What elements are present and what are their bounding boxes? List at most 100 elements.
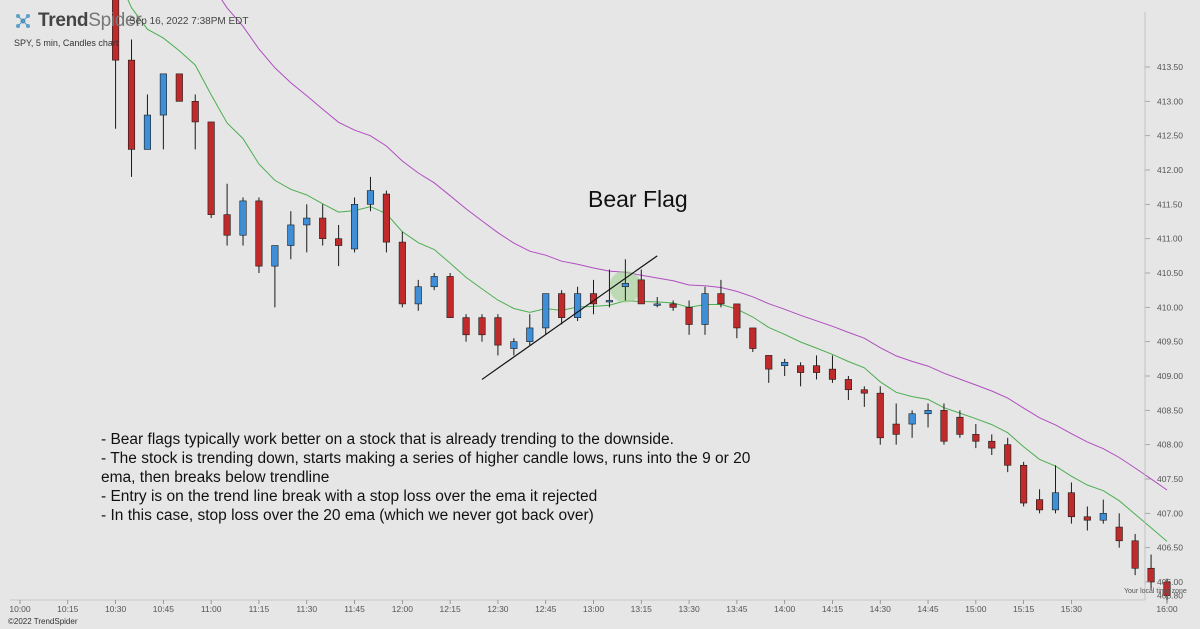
x-tick-label: 13:15 (631, 604, 653, 614)
candle (510, 338, 518, 356)
brand-light: Spider (88, 10, 142, 31)
annotation-line: - Entry is on the trend line break with … (101, 488, 598, 505)
candle-body (781, 361, 789, 366)
annotation-line: - The stock is trending down, starts mak… (101, 450, 751, 486)
candle (1036, 489, 1044, 514)
candle-body (860, 389, 868, 394)
candle-body (621, 282, 629, 288)
y-tick-label: 411.00 (1157, 234, 1183, 244)
candle-body (414, 286, 422, 305)
candle-body (701, 293, 709, 325)
candle-body (1163, 581, 1171, 597)
x-tick-label: 12:00 (392, 604, 414, 614)
chart-subtitle: SPY, 5 min, Candles chart (14, 38, 119, 48)
y-tick-label: 406.00 (1157, 577, 1183, 587)
candle-body (653, 303, 661, 306)
candle-body (127, 59, 136, 150)
candle-body (446, 276, 454, 318)
candles (112, 0, 1171, 603)
candle (844, 376, 852, 401)
candle-body (494, 317, 502, 346)
x-tick-label: 13:30 (678, 604, 700, 614)
candle-body (892, 423, 900, 435)
candle (143, 94, 151, 150)
x-tick-label: 12:15 (439, 604, 461, 614)
candle-body (812, 365, 821, 373)
candle (207, 121, 215, 219)
candle-body (1051, 492, 1060, 511)
x-tick-label: 11:00 (201, 604, 222, 614)
x-tick-label: 13:45 (726, 604, 748, 614)
candle-body (1115, 526, 1123, 542)
candle-body (159, 73, 167, 116)
candle (239, 197, 247, 246)
candle (255, 197, 263, 273)
candle (701, 286, 709, 335)
candle-body (908, 413, 916, 425)
candle (621, 259, 629, 301)
candle-body (112, 0, 120, 61)
x-tick-label: 10:00 (9, 604, 31, 614)
candle (223, 183, 231, 246)
candle-body (175, 73, 183, 102)
candle (892, 403, 900, 445)
candle-body (143, 114, 151, 150)
candle-body (1067, 492, 1075, 518)
candle-body (1036, 499, 1044, 511)
copyright-text: ©2022 TrendSpider (8, 617, 78, 626)
candle (717, 279, 725, 308)
candle-body (956, 416, 964, 435)
trendline-path (481, 255, 658, 380)
trendspider-logo-icon (16, 14, 30, 28)
candle (733, 303, 741, 339)
timezone-note: Your local time zone (1124, 588, 1187, 595)
candle-body (462, 317, 470, 336)
candle (860, 386, 868, 407)
candle-body (574, 293, 582, 318)
candle (765, 355, 773, 383)
candle (653, 297, 661, 308)
brand-strong: Trend (38, 10, 89, 31)
candle (1099, 499, 1107, 524)
candle-body (605, 300, 613, 303)
x-tick-label: 14:15 (822, 604, 844, 614)
candle-body (733, 303, 741, 329)
x-tick-label: 13:00 (583, 604, 605, 614)
candle (430, 273, 438, 291)
candle (876, 386, 884, 445)
candle-body (876, 392, 884, 439)
y-tick-label: 413.50 (1157, 62, 1183, 72)
annotation-line: - In this case, stop loss over the 20 em… (101, 507, 594, 524)
x-tick-label: 14:45 (917, 604, 939, 614)
y-tick-label: 412.00 (1157, 165, 1183, 175)
candle (1083, 506, 1091, 531)
candle (159, 73, 167, 150)
candle-body (988, 440, 996, 449)
candle (1067, 482, 1075, 524)
candle (574, 286, 582, 322)
x-tick-label: 11:45 (344, 604, 365, 614)
candle (669, 300, 677, 311)
candle-body (335, 238, 343, 246)
candle-body (223, 214, 231, 236)
candle-body (191, 101, 199, 123)
candle-body (526, 327, 534, 342)
x-tick-label: 15:00 (965, 604, 987, 614)
candle-body (398, 241, 406, 305)
candle-body (717, 293, 725, 305)
annotation-notes: - Bear flags typically work better on a … (101, 430, 761, 525)
y-tick-label: 408.00 (1157, 440, 1183, 450)
x-tick-label: 14:00 (774, 604, 796, 614)
candle (781, 358, 789, 376)
candle (494, 314, 502, 356)
candle-body (1004, 444, 1012, 466)
candle (972, 424, 980, 449)
y-tick-label: 410.50 (1157, 268, 1183, 278)
candle-body (972, 434, 980, 442)
candle-body (797, 365, 805, 373)
x-tick-label: 11:30 (296, 604, 317, 614)
candle-body (382, 193, 390, 243)
x-tick-label: 10:45 (153, 604, 175, 614)
candle-body (303, 217, 311, 226)
